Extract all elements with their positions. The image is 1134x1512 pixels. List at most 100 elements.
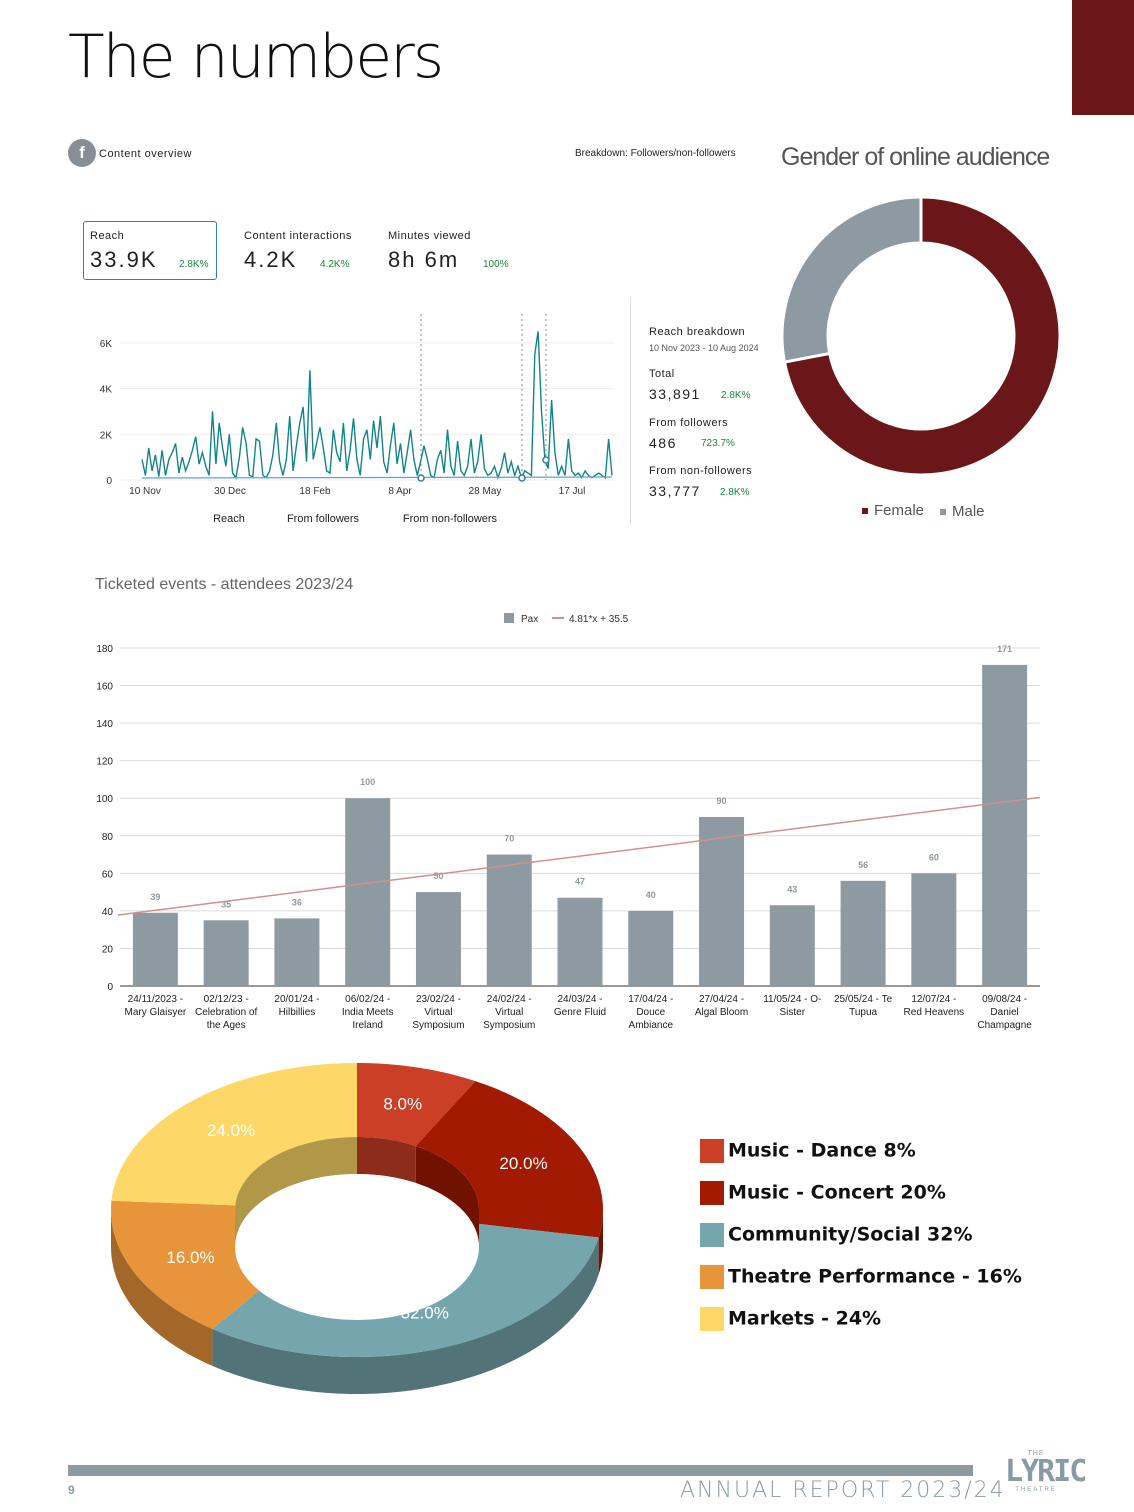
pie-legend-swatch <box>700 1223 724 1247</box>
metric-change-interactions: 4.2K% <box>320 259 350 270</box>
pie-slice-label: 8.0% <box>383 1094 422 1113</box>
pie-slice <box>111 1200 286 1329</box>
reach-y-tick: 6K <box>100 339 113 350</box>
legend-male-label: Male <box>952 503 985 520</box>
bar-value-label: 100 <box>360 777 375 787</box>
reach-x-tick: 17 Jul <box>559 486 586 497</box>
breakdown-nonfollowers-change: 2.8K% <box>720 487 750 498</box>
bar-category-label: Symposium <box>483 1020 535 1031</box>
bar-category-label: Virtual <box>495 1007 523 1018</box>
bar <box>415 892 461 986</box>
reach-line-chart: 0 2K 4K 6K 10 Nov 30 Dec 18 Feb 8 Apr 28 May 17 J… <box>100 314 615 525</box>
logo-theatre: THEATRE <box>1015 1487 1057 1493</box>
pie-legend-swatch <box>700 1307 724 1331</box>
bar-value-label: 43 <box>787 884 797 894</box>
bar-category-label: 02/12/23 - <box>204 994 249 1005</box>
reach-marker-point[interactable] <box>518 474 526 482</box>
bar-value-label: 56 <box>858 860 868 870</box>
pie-slice <box>357 1063 476 1147</box>
bar-y-tick: 140 <box>96 719 113 730</box>
pie-legend-swatch <box>700 1181 724 1205</box>
bar-category-label: 12/07/24 - <box>911 994 956 1005</box>
bar-category-label: India Meets <box>342 1007 394 1018</box>
bar-category-label: Sister <box>780 1007 806 1018</box>
metric-change-minutes: 100% <box>483 259 509 270</box>
bar-value-label: 35 <box>221 899 231 909</box>
corner-accent <box>1072 0 1134 115</box>
page-title: The numbers <box>68 22 444 92</box>
bar-category-label: Mary Glaisyer <box>125 1007 187 1018</box>
bar-value-label: 70 <box>504 834 514 844</box>
bar-category-label: Red Heavens <box>904 1007 965 1018</box>
reach-x-tick: 10 Nov <box>129 486 161 497</box>
pie-legend-item: Markets - 24% <box>700 1307 1022 1349</box>
reach-legend-item: From non-followers <box>403 513 498 525</box>
bar <box>345 798 391 986</box>
pie-legend-swatch <box>700 1265 724 1289</box>
breakdown-total-value: 33,891 <box>649 386 701 402</box>
pie-legend-item: Music - Dance 8% <box>700 1139 1022 1181</box>
legend-male-swatch <box>940 509 946 516</box>
pie-slice-side <box>212 1237 599 1394</box>
gender-slice-male <box>780 195 923 364</box>
pie-slice-label: 32.0% <box>401 1303 449 1322</box>
reach-legend-item: From followers <box>287 513 360 525</box>
bar-category-label: 23/02/24 - <box>416 994 461 1005</box>
reach-marker-point[interactable] <box>542 456 550 464</box>
reach-metric-box[interactable] <box>83 221 217 280</box>
bar-value-label: 47 <box>575 877 585 887</box>
bar-category-label: 24/11/2023 - <box>128 994 183 1005</box>
pie-slice-label: 24.0% <box>207 1121 255 1140</box>
bar-category-label: Symposium <box>412 1020 464 1031</box>
metric-value-minutes: 8h 6m <box>388 247 460 272</box>
pie-slice <box>415 1081 603 1238</box>
gender-slice-female <box>782 195 1062 477</box>
pie-legend-item: Music - Concert 20% <box>700 1181 1022 1223</box>
bar-value-label: 90 <box>717 796 727 806</box>
bar-y-tick: 0 <box>107 982 113 993</box>
pie-legend: Music - Dance 8% Music - Concert 20% Com… <box>700 1139 1022 1349</box>
reach-x-tick: 8 Apr <box>388 486 412 497</box>
bar <box>840 880 886 986</box>
reach-x-tick: 28 May <box>469 486 502 497</box>
bar-value-label: 40 <box>646 890 656 900</box>
legend-male: Male <box>940 503 985 520</box>
reach-legend-item: Reach <box>213 513 245 525</box>
reach-y-tick: 2K <box>100 430 113 441</box>
legend-female-label: Female <box>874 502 925 519</box>
bar-value-label: 60 <box>929 852 939 862</box>
breakdown-nonfollowers-value: 33,777 <box>649 483 701 499</box>
breakdown-followers-value: 486 <box>649 435 677 451</box>
bar-value-label: 171 <box>997 644 1012 654</box>
bar-legend-pax: Pax <box>521 614 538 625</box>
bar <box>911 873 957 986</box>
breakdown-nonfollowers-label: From non-followers <box>649 465 753 477</box>
reach-x-tick: 30 Dec <box>214 486 246 497</box>
legend-female-swatch <box>862 508 868 515</box>
bar <box>132 912 178 986</box>
pie-slice <box>111 1063 357 1206</box>
bar-legend-swatch <box>504 613 514 623</box>
pie-hole-wall <box>415 1146 479 1247</box>
bar-category-label: 20/01/24 - <box>274 994 319 1005</box>
bar-category-label: 24/02/24 - <box>487 994 532 1005</box>
metric-value-reach: 33.9K <box>90 247 158 272</box>
bar-category-label: 06/02/24 - <box>345 994 390 1005</box>
bar <box>274 918 320 986</box>
bar-category-label: 25/05/24 - Te <box>834 994 893 1005</box>
bar-category-label: Daniel <box>990 1007 1018 1018</box>
bar-y-tick: 20 <box>102 944 114 955</box>
metric-label-minutes: Minutes viewed <box>388 230 471 242</box>
reach-series-line <box>141 331 613 480</box>
reach-breakdown-title: Reach breakdown <box>649 326 746 338</box>
bar <box>628 910 674 986</box>
footer-title: ANNUAL REPORT 2023/24 <box>680 1478 1006 1503</box>
bar-category-label: Ireland <box>352 1020 383 1031</box>
logo-text: LYRIC <box>1005 1454 1087 1489</box>
metric-change-reach: 2.8K% <box>179 259 209 270</box>
reach-marker-point[interactable] <box>417 474 425 482</box>
metric-label-reach: Reach <box>90 230 125 242</box>
bar-category-label: Algal Bloom <box>695 1007 748 1018</box>
bar-value-label: 39 <box>150 892 160 902</box>
bar-chart-title: Ticketed events - attendees 2023/24 <box>95 576 354 593</box>
